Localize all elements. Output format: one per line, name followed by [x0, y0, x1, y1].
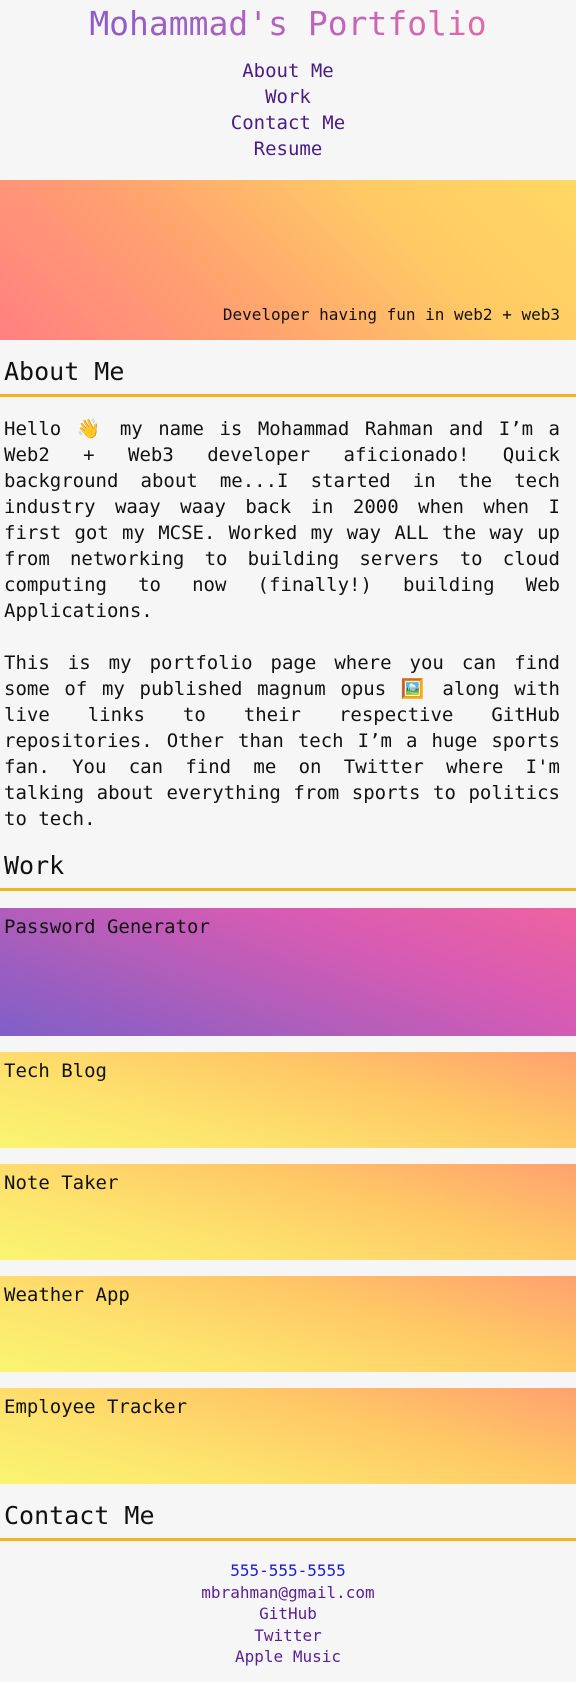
- about-paragraph-1: Hello 👋 my name is Mohammad Rahman and I…: [4, 416, 560, 624]
- hero-banner: Developer having fun in web2 + web3: [0, 180, 576, 340]
- nav-link-contact-me[interactable]: Contact Me: [0, 110, 576, 136]
- project-title: Note Taker: [4, 1172, 118, 1194]
- project-card-password-generator[interactable]: Password Generator: [0, 908, 576, 1036]
- nav-link-resume[interactable]: Resume: [0, 136, 576, 162]
- project-card-employee-tracker[interactable]: Employee Tracker: [0, 1388, 576, 1484]
- nav-link-work[interactable]: Work: [0, 84, 576, 110]
- project-card-weather-app[interactable]: Weather App: [0, 1276, 576, 1372]
- project-title: Password Generator: [4, 916, 210, 938]
- project-title: Weather App: [4, 1284, 130, 1306]
- project-title: Tech Blog: [4, 1060, 107, 1082]
- about-heading: About Me: [0, 356, 576, 397]
- contact-list: 555-555-5555 mbrahman@gmail.com GitHub T…: [0, 1560, 576, 1668]
- work-heading: Work: [0, 850, 576, 891]
- phone-link[interactable]: 555-555-5555: [0, 1560, 576, 1582]
- email-link[interactable]: mbrahman@gmail.com: [0, 1582, 576, 1604]
- hero-tagline: Developer having fun in web2 + web3: [223, 305, 560, 324]
- apple-music-link[interactable]: Apple Music: [0, 1646, 576, 1668]
- site-title: Mohammad's Portfolio: [89, 0, 486, 48]
- project-card-tech-blog[interactable]: Tech Blog: [0, 1052, 576, 1148]
- project-card-note-taker[interactable]: Note Taker: [0, 1164, 576, 1260]
- about-paragraph-2: This is my portfolio page where you can …: [4, 650, 560, 832]
- github-link[interactable]: GitHub: [0, 1603, 576, 1625]
- nav-link-about-me[interactable]: About Me: [0, 58, 576, 84]
- twitter-link[interactable]: Twitter: [0, 1625, 576, 1647]
- site-header: Mohammad's Portfolio About Me Work Conta…: [0, 0, 576, 162]
- contact-heading: Contact Me: [0, 1500, 576, 1541]
- about-text: Hello 👋 my name is Mohammad Rahman and I…: [4, 416, 560, 858]
- project-title: Employee Tracker: [4, 1396, 187, 1418]
- main-nav: About Me Work Contact Me Resume: [0, 58, 576, 162]
